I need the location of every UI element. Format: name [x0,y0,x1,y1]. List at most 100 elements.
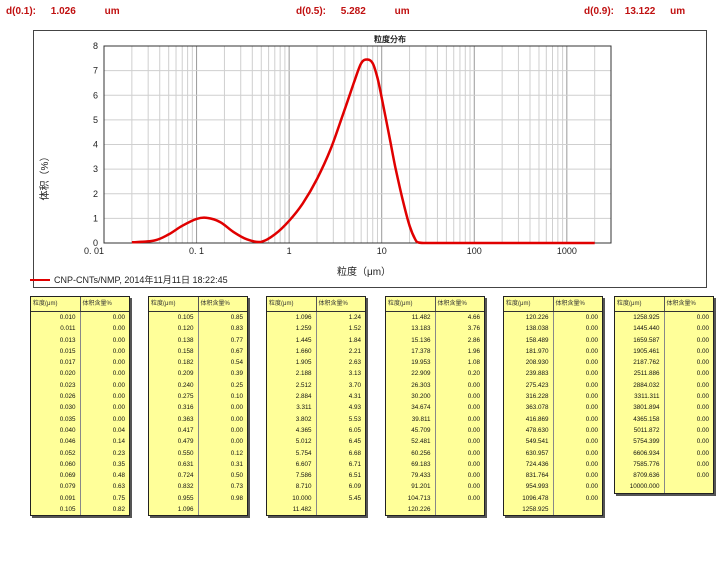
d50-stat: d(0.5): 5.282 um [296,6,410,17]
table-cell: 0.240 [149,379,199,392]
table-cell: 4.31 [348,393,361,401]
table-cell: 0.00 [696,438,709,446]
table-row: 316.228 0.00 [504,391,602,403]
table-cell: 0.00 [112,314,125,321]
table-cell: 34.674 [386,402,436,414]
d90-stat: d(0.9): 13.122 um [584,6,685,17]
table-row: 1.445 1.84 [267,334,365,346]
table-row: 954.993 0.00 [504,481,602,493]
legend: CNP-CNTs/NMP, 2014年11月11日 18:22:45 [30,274,228,285]
table-cell: 0.955 [149,492,199,505]
table-cell: 5011.872 [615,424,665,437]
table-cell: 104.713 [386,492,436,505]
table-row: 6.607 6.71 [267,458,365,471]
d90-unit: um [670,6,686,17]
table-cell: 0.10 [230,393,243,401]
table-row: 0.316 0.00 [149,402,247,414]
table-row: 0.035 0.00 [31,413,129,425]
table-row: 0.040 0.04 [31,424,129,437]
table-cell: 0.00 [696,336,709,344]
table-cell: 0.12 [230,449,243,457]
table-row: 1445.440 0.00 [615,323,713,335]
table-cell: 1.660 [267,345,317,358]
table-cell: 10000.000 [615,481,665,493]
table-header-cell: 体积含量% [318,301,348,307]
table-cell: 120.226 [386,504,436,516]
table-cell: 52.481 [386,436,436,448]
table-row: 158.489 0.00 [504,334,602,346]
table-row: 91.201 0.00 [386,481,484,493]
table-cell: 0.00 [467,381,480,389]
table-cell: 1445.440 [615,323,665,335]
table-cell: 1.52 [348,325,361,333]
table-row: 1.096 [149,504,247,516]
table-cell: 138.038 [504,323,554,335]
table-cell: 0.00 [112,347,125,355]
y-tick-label: 0 [93,238,98,248]
table-row: 0.631 0.31 [149,458,247,471]
y-tick-label: 1 [93,213,98,223]
table-cell: 0.00 [696,449,709,457]
table-header-cell: 体积含量% [200,301,230,307]
table-cell: 0.00 [585,370,598,378]
table-cell: 1.08 [467,359,480,367]
x-axis-label: 粒度（μm） [337,265,391,278]
table-cell: 239.883 [504,368,554,380]
table-row: 5754.399 0.00 [615,436,713,448]
table-cell: 8.710 [267,481,317,493]
table-row: 831.764 0.00 [504,470,602,482]
y-tick-label: 4 [93,140,98,150]
d10-value: 1.026 [50,6,76,17]
table-row: 4.365 6.05 [267,424,365,437]
table-cell: 0.00 [467,426,480,434]
table-cell: 0.23 [112,449,125,457]
series-group [131,58,595,245]
particle-size-chart: 粒度分布 0 1 2 3 4 5 6 7 8 0. 01 0. 1 1 10 100 1000 体积（%）… [39,34,612,278]
table-header: 粒度(μm) 体积含量% [267,297,365,312]
table-cell: 0.00 [467,483,480,491]
table-cell: 2511.886 [615,368,665,380]
table-row: 0.030 0.00 [31,402,129,414]
table-cell: 0.00 [696,460,709,468]
table-cell: 1.259 [267,323,317,335]
table-cell: 0.158 [149,345,199,358]
table-header: 粒度(μm) 体积含量% [504,297,602,312]
table-cell: 0.013 [31,334,81,346]
table-cell: 0.04 [112,426,125,434]
table-cell: 316.228 [504,391,554,403]
table-row: 39.811 0.00 [386,413,484,425]
table-cell [554,504,603,515]
table-row: 3.311 4.93 [267,402,365,414]
table-cell: 0.023 [31,379,81,392]
table-cell: 0.00 [585,472,598,480]
table-row: 275.423 0.00 [504,379,602,392]
table-cell: 0.631 [149,458,199,471]
table-row: 17.378 1.96 [386,345,484,358]
table-row: 239.883 0.00 [504,368,602,380]
table-cell: 0.00 [585,415,598,423]
table-cell: 0.00 [696,426,709,434]
table-row: 0.015 0.00 [31,345,129,358]
table-cell: 7.586 [267,470,317,482]
table-cell: 4.93 [348,404,361,412]
y-tick-label: 2 [93,189,98,199]
table-row: 8.710 6.09 [267,481,365,493]
table-row: 79.433 0.00 [386,470,484,482]
d50-unit: um [394,6,410,17]
table-cell: 954.993 [504,481,554,493]
table-cell: 0.030 [31,402,81,414]
table-row: 1.660 2.21 [267,345,365,358]
plot-area-border [103,45,612,244]
table-cell: 2.884 [267,391,317,403]
table-cell: 0.479 [149,436,199,448]
table-row: 15.136 2.86 [386,334,484,346]
table-row: 2187.762 0.00 [615,357,713,369]
table-cell: 275.423 [504,379,554,392]
table-header-cell: 粒度(μm) [267,297,317,311]
table-cell: 0.275 [149,391,199,403]
table-cell: 1258.925 [615,312,665,324]
table-cell: 0.54 [230,359,243,367]
table-cell: 0.75 [112,494,125,502]
table-cell: 6.09 [348,483,361,491]
table-cell: 0.026 [31,391,81,403]
